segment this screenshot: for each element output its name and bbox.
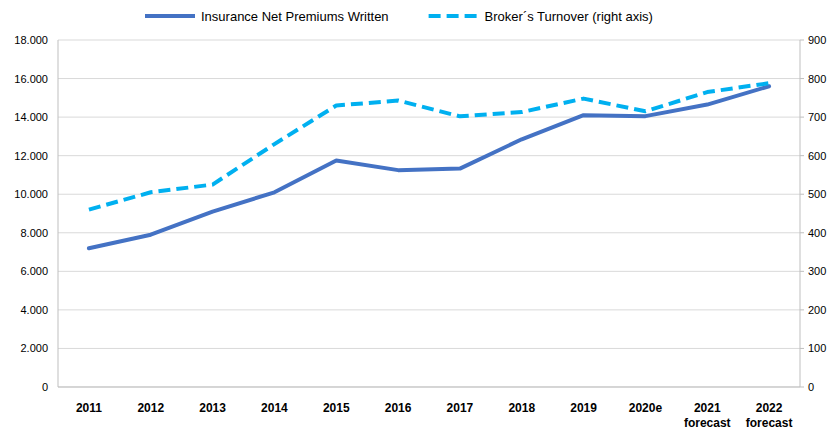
x-tick-label-line: 2014 [261, 401, 288, 415]
y2-tick-label: 0 [808, 381, 814, 393]
grid-line [58, 40, 800, 41]
series-line [89, 86, 769, 248]
y2-tick [800, 194, 804, 195]
x-tick-label-line: 2013 [199, 401, 226, 415]
x-tick-label-line: 2021 [694, 401, 721, 415]
x-tick-label: 2020e [629, 401, 663, 415]
legend: Insurance Net Premiums Written Broker´s T… [145, 9, 653, 24]
y2-tick [800, 78, 804, 79]
y2-axis [800, 40, 801, 387]
x-tick-label-line: 2022 [756, 401, 783, 415]
grid-line [58, 117, 800, 118]
grid-line [58, 348, 800, 349]
legend-swatch [429, 14, 479, 18]
x-tick-label-line: 2020e [629, 401, 663, 415]
legend-label: Insurance Net Premiums Written [201, 9, 389, 24]
grid-line [58, 309, 800, 310]
y2-tick-label: 900 [808, 34, 826, 46]
grid-line [58, 155, 800, 156]
y2-tick-label: 600 [808, 150, 826, 162]
y-tick-label: 0 [42, 381, 48, 393]
x-axis [58, 387, 800, 388]
x-tick-label: 2016 [385, 401, 412, 415]
grid-line [58, 232, 800, 233]
x-tick-label: 2013 [199, 401, 226, 415]
x-tick-label-line: 2018 [508, 401, 535, 415]
y2-tick [800, 155, 804, 156]
x-tick-label-line: 2017 [447, 401, 474, 415]
y2-tick-label: 400 [808, 227, 826, 239]
y-tick-label: 14.000 [14, 111, 48, 123]
y2-tick-label: 100 [808, 342, 826, 354]
grid-line [58, 78, 800, 79]
y2-tick-label: 200 [808, 304, 826, 316]
x-tick-label: 2019 [570, 401, 597, 415]
y-tick-label: 8.000 [20, 227, 48, 239]
y2-tick-label: 500 [808, 188, 826, 200]
y2-tick-label: 700 [808, 111, 826, 123]
x-tick-label-line: 2011 [76, 401, 102, 415]
y2-tick [800, 387, 804, 388]
y2-tick [800, 348, 804, 349]
legend-swatch [145, 14, 195, 18]
x-tick-label: 2015 [323, 401, 350, 415]
y-tick-label: 16.000 [14, 73, 48, 85]
y2-tick [800, 40, 804, 41]
y-tick-label: 10.000 [14, 188, 48, 200]
x-tick-label-line: 2016 [385, 401, 412, 415]
y2-tick [800, 271, 804, 272]
x-tick-label: 2011 [76, 401, 102, 415]
y2-tick-label: 300 [808, 265, 826, 277]
series-group [89, 83, 769, 248]
x-tick-label: 2012 [137, 401, 164, 415]
grid-line [58, 194, 800, 195]
y-tick-label: 2.000 [20, 342, 48, 354]
y-tick-label: 4.000 [20, 304, 48, 316]
y2-tick [800, 117, 804, 118]
x-tick-label: 2017 [447, 401, 474, 415]
y-tick-label: 18.000 [14, 34, 48, 46]
legend-label: Broker´s Turnover (right axis) [485, 9, 653, 24]
series-line [89, 83, 769, 209]
chart: 0 2.000 4.000 6.000 8.000 10.000 12.000 14.000 1… [0, 0, 839, 441]
y-axis [58, 40, 59, 387]
y2-tick [800, 232, 804, 233]
y2-tick-label: 800 [808, 73, 826, 85]
x-tick-label: 2021forecast [684, 401, 731, 430]
grid-line [58, 271, 800, 272]
y-tick-label: 6.000 [20, 265, 48, 277]
x-tick-label: 2014 [261, 401, 288, 415]
x-tick-label-line: forecast [746, 416, 793, 430]
x-tick-label-line: forecast [684, 416, 731, 430]
x-tick-label-line: 2015 [323, 401, 350, 415]
y2-tick [800, 309, 804, 310]
x-tick-label-line: 2019 [570, 401, 597, 415]
x-tick-label: 2018 [508, 401, 535, 415]
x-tick-label: 2022forecast [746, 401, 793, 430]
grid-line [58, 387, 800, 388]
y-tick-label: 12.000 [14, 150, 48, 162]
x-tick-label-line: 2012 [137, 401, 164, 415]
grid [58, 40, 800, 387]
